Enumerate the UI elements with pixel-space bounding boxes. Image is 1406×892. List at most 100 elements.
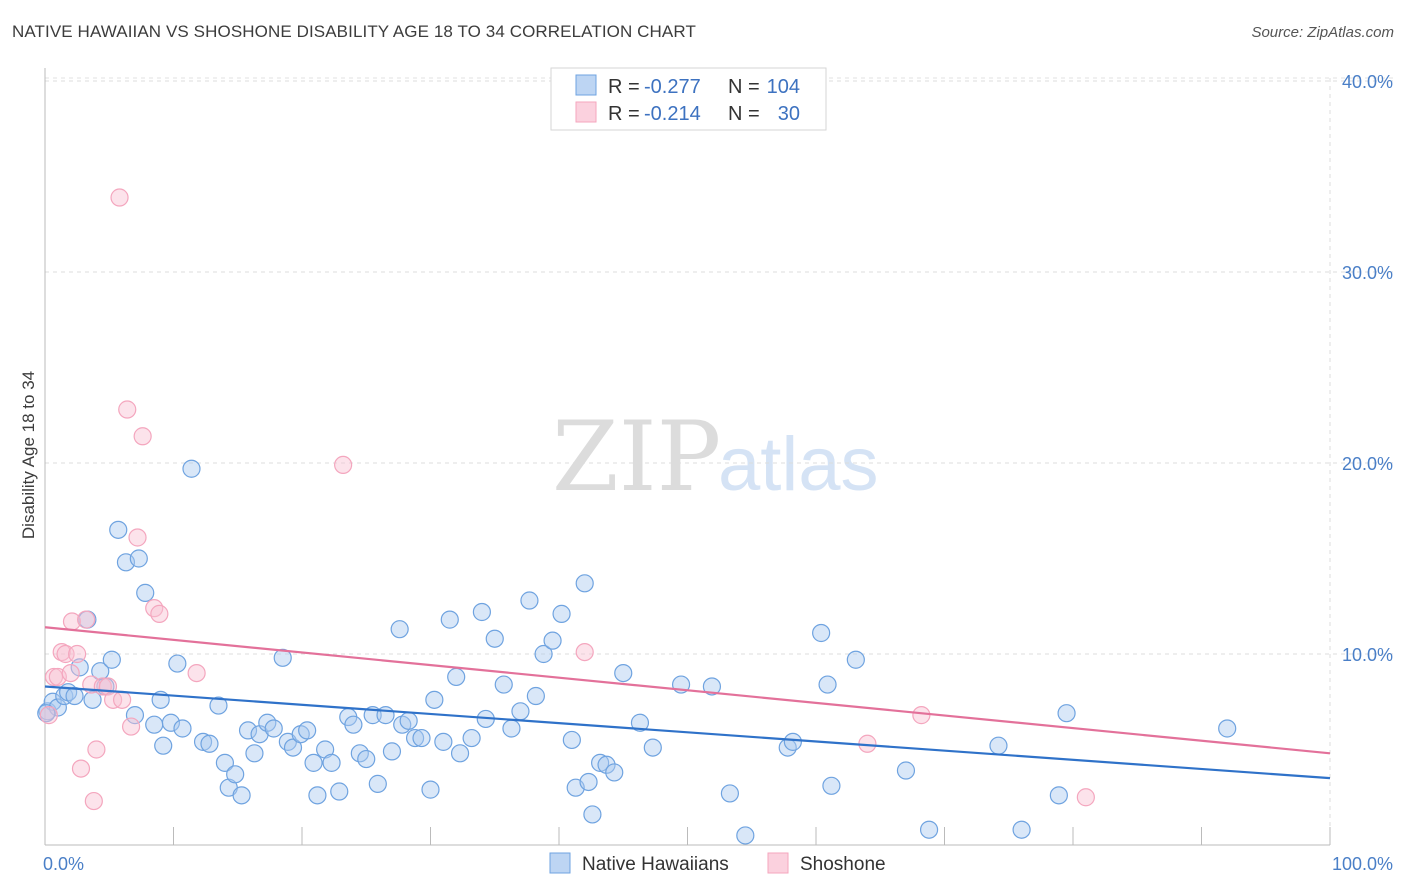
native-hawaiians-point-102 [1049, 786, 1068, 805]
native-hawaiians-point-60 [425, 690, 444, 709]
shoshone-point-29 [1076, 788, 1095, 807]
native-hawaiians-point-51 [368, 774, 387, 793]
native-hawaiians-point-19 [154, 736, 173, 755]
legend-n-label-blue: N = [728, 76, 760, 98]
legend-swatch-blue [575, 74, 597, 96]
native-hawaiians-point-30 [232, 786, 251, 805]
shoshone-point-24 [187, 663, 206, 683]
legend-r-label-pink: R = [608, 103, 640, 125]
shoshone-point-17 [112, 690, 132, 709]
native-hawaiians-point-95 [818, 675, 837, 694]
native-hawaiians-point-44 [322, 753, 341, 772]
native-hawaiians-point-25 [200, 734, 219, 753]
bottom-legend-swatch-pink [767, 852, 789, 874]
native-hawaiians-point-53 [382, 742, 402, 761]
shoshone-point-18 [118, 400, 137, 419]
watermark-atlas: atlas [718, 422, 879, 507]
shoshone-point-22 [145, 599, 164, 618]
shoshone-point-12 [87, 740, 106, 759]
native-hawaiians-point-23 [182, 459, 201, 478]
native-hawaiians-point-71 [511, 702, 530, 721]
native-hawaiians-point-36 [273, 648, 292, 667]
native-hawaiians-point-91 [736, 826, 755, 845]
x-tick-label-max: 100.0% [1332, 854, 1393, 874]
legend-box: R = -0.277 N = 104 R = -0.214 N = 30 [550, 67, 827, 131]
shoshone-point-19 [121, 717, 141, 736]
bottom-legend-swatch-blue [549, 852, 571, 874]
legend-n-value-blue: 104 [767, 76, 800, 98]
native-hawaiians-point-101 [1012, 820, 1031, 839]
native-hawaiians-point-41 [304, 753, 323, 772]
native-hawaiians-point-26 [209, 696, 228, 715]
native-hawaiians-point-98 [896, 761, 916, 780]
native-hawaiians-points [37, 459, 1237, 845]
native-hawaiians-point-105 [37, 704, 56, 723]
axes [44, 68, 1331, 846]
native-hawaiians-point-56 [399, 711, 418, 730]
native-hawaiians-point-80 [579, 772, 598, 792]
native-hawaiians-point-75 [543, 631, 562, 650]
y-tick-label-10: 10.0% [1342, 645, 1393, 665]
native-hawaiians-point-86 [630, 713, 650, 732]
shoshone-point-28 [912, 706, 931, 725]
y-axis-label: Disability Age 18 to 34 [19, 371, 38, 539]
y-tick-label-40: 40.0% [1342, 72, 1393, 92]
native-hawaiians-point-81 [583, 805, 602, 824]
native-hawaiians-point-1 [43, 692, 62, 711]
y-tick-label-30: 30.0% [1342, 263, 1393, 283]
native-hawaiians-point-16 [125, 706, 145, 725]
native-hawaiians-point-87 [643, 738, 662, 757]
native-hawaiians-point-15 [136, 583, 155, 602]
legend-n-value-pink: 30 [778, 103, 800, 125]
native-hawaiians-point-65 [462, 728, 481, 748]
native-hawaiians-point-29 [226, 765, 245, 784]
shoshone-point-21 [133, 427, 152, 446]
shoshone-point-25 [334, 455, 353, 475]
native-hawaiians-point-68 [485, 629, 504, 648]
native-hawaiians-point-14 [129, 549, 148, 568]
native-hawaiians-point-82 [591, 753, 610, 772]
native-hawaiians-point-66 [472, 602, 491, 622]
shoshone-point-7 [68, 644, 87, 664]
native-hawaiians-point-58 [412, 728, 431, 748]
native-hawaiians-point-38 [283, 738, 303, 757]
native-hawaiians-point-6 [70, 658, 89, 677]
native-hawaiians-point-17 [145, 715, 164, 734]
native-hawaiians-point-45 [330, 782, 349, 801]
shoshone-point-5 [61, 663, 80, 683]
native-hawaiians-point-74 [534, 644, 553, 664]
shoshone-trend-line [44, 626, 1331, 755]
native-hawaiians-point-63 [447, 667, 466, 687]
native-hawaiians-point-72 [520, 591, 539, 610]
shoshone-point-0 [39, 706, 58, 725]
native-hawaiians-point-94 [812, 623, 831, 643]
shoshone-point-16 [110, 188, 129, 207]
legend-n-label-pink: N = [728, 103, 760, 125]
shoshone-point-8 [71, 759, 91, 778]
native-hawaiians-trend-line [44, 685, 1331, 780]
native-hawaiians-point-62 [440, 610, 459, 629]
native-hawaiians-point-27 [215, 753, 234, 772]
native-hawaiians-point-103 [1057, 704, 1076, 723]
native-hawaiians-point-57 [405, 728, 425, 748]
native-hawaiians-point-73 [526, 686, 545, 706]
native-hawaiians-point-52 [376, 706, 395, 725]
native-hawaiians-point-97 [846, 650, 865, 669]
native-hawaiians-point-100 [989, 736, 1008, 755]
native-hawaiians-point-8 [83, 690, 102, 709]
legend-swatch-pink [575, 101, 597, 123]
legend-r-value-pink: -0.214 [644, 103, 701, 125]
native-hawaiians-point-40 [298, 721, 317, 740]
native-hawaiians-point-32 [245, 744, 264, 763]
chart-source: Source: ZipAtlas.com [1251, 24, 1394, 41]
native-hawaiians-point-79 [575, 574, 594, 593]
shoshone-point-11 [84, 791, 103, 811]
shoshone-point-9 [77, 610, 96, 629]
native-hawaiians-point-70 [502, 719, 521, 738]
native-hawaiians-point-20 [161, 713, 181, 732]
native-hawaiians-point-49 [357, 749, 376, 769]
native-hawaiians-point-31 [238, 721, 258, 740]
native-hawaiians-point-90 [720, 784, 740, 803]
native-hawaiians-point-89 [702, 677, 722, 696]
